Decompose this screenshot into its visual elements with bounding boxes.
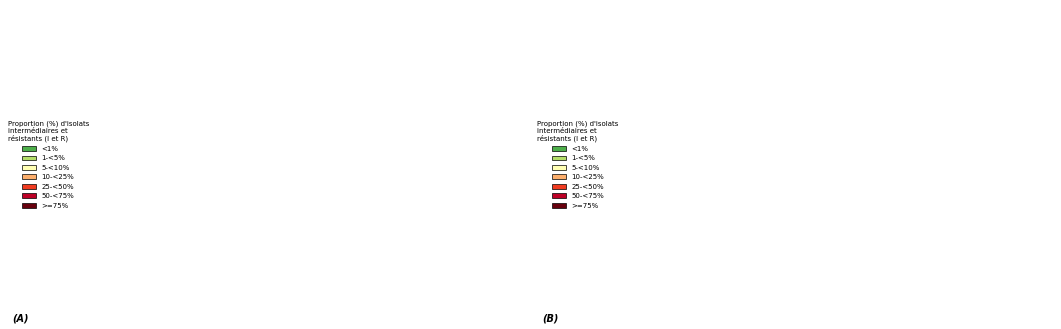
Legend: <1%, 1-<5%, 5-<10%, 10-<25%, 25-<50%, 50-<75%, >=75%: <1%, 1-<5%, 5-<10%, 10-<25%, 25-<50%, 50…: [5, 117, 92, 212]
Text: (A): (A): [12, 313, 29, 323]
Text: (B): (B): [542, 313, 558, 323]
Legend: <1%, 1-<5%, 5-<10%, 10-<25%, 25-<50%, 50-<75%, >=75%: <1%, 1-<5%, 5-<10%, 10-<25%, 25-<50%, 50…: [535, 117, 622, 212]
